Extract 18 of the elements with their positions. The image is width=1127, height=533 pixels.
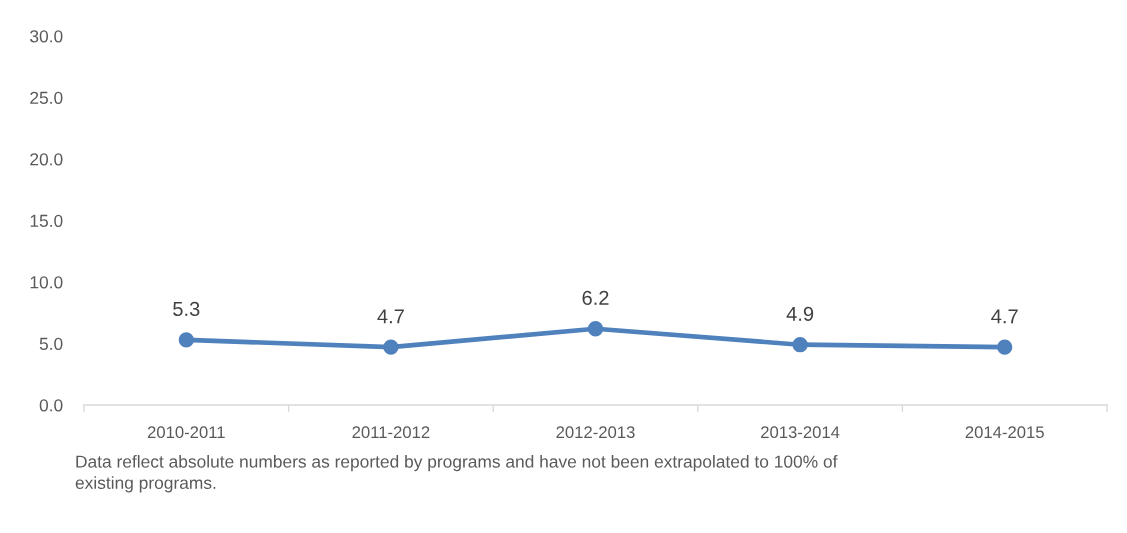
y-tick-label: 0.0 xyxy=(39,399,63,412)
x-tick-label: 2014-2015 xyxy=(965,426,1044,439)
y-tick-label: 10.0 xyxy=(30,276,63,289)
y-tick-label: 20.0 xyxy=(30,153,63,166)
x-tick-label: 2012-2013 xyxy=(556,426,635,439)
y-tick-label: 30.0 xyxy=(30,30,63,43)
x-tick-label: 2011-2012 xyxy=(352,426,430,439)
y-tick-label: 15.0 xyxy=(30,214,63,227)
x-tick-label: 2013-2014 xyxy=(761,426,840,439)
text: Data reflect absolute numbers as reported by programs and have not been extrapolated to 100% of existing programs. xyxy=(75,455,838,493)
data-label: 4.7 xyxy=(991,309,1018,324)
data-label: 4.7 xyxy=(377,309,404,324)
y-tick-label: 25.0 xyxy=(30,91,63,104)
y-tick-label: 5.0 xyxy=(39,337,63,350)
data-label: 6.2 xyxy=(582,290,609,305)
data-label: 4.9 xyxy=(786,306,814,321)
data-label: 5.3 xyxy=(173,301,200,317)
x-tick-label: 2010-2011 xyxy=(147,426,225,439)
